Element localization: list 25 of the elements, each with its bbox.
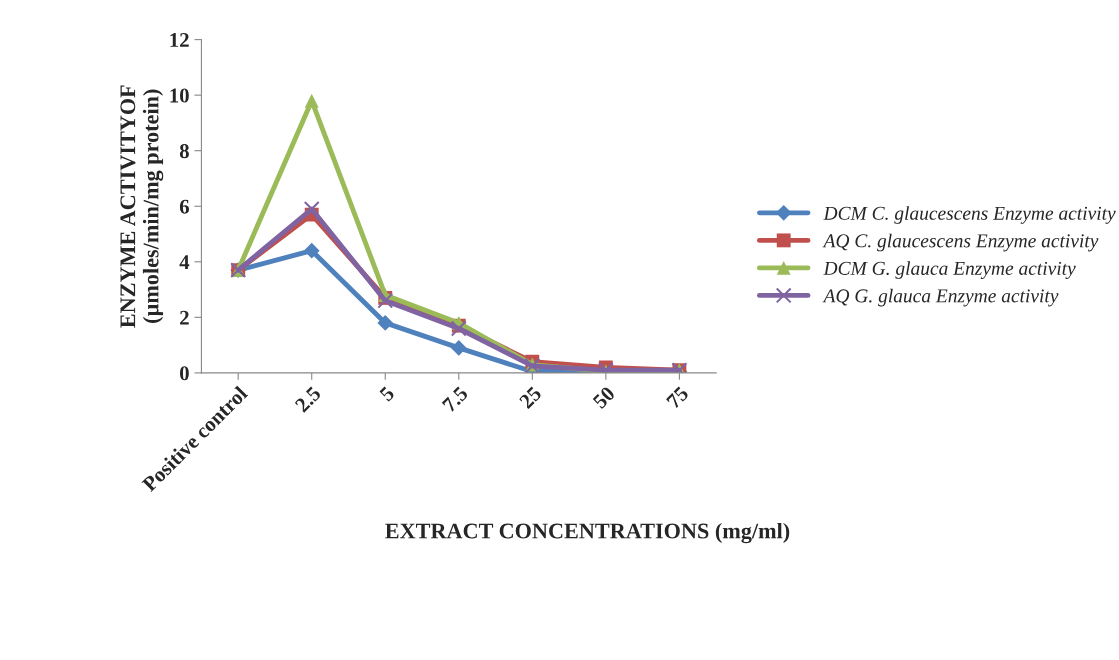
point [377,292,394,309]
legend-label: AQ C. glaucescens Enzyme activity [822,233,1099,252]
x-tick-label: 25 [518,385,543,410]
x-tick-label: 5 [379,385,396,402]
point [303,242,320,259]
y-tick-label: 6 [179,199,190,214]
y-tick-label: 10 [170,88,189,103]
point [304,93,319,108]
y-tick-label: 2 [180,310,189,325]
x-tick-label: 7.5 [441,385,469,413]
x-tick-label: 50 [592,385,616,410]
y-axis-title: ENZYME ACTIVITYOF (µmoles/min/mg protein) [120,85,164,328]
y-tick-label: 12 [170,33,189,47]
point [377,315,394,331]
x-tick-label: 2.5 [294,385,322,413]
point [450,320,467,337]
legend-label: DCM G. glauca Enzyme activity [823,261,1076,279]
x-axis-title: EXTRACT CONCENTRATIONS (mg/ml) [385,522,790,544]
legend-label: DCM C. glaucescens Enzyme activity [823,206,1116,224]
y-tick-label: 4 [179,255,190,270]
point [450,340,467,356]
legend-label: AQ G. glauca Enzyme activity [822,288,1059,307]
y-tick-label: 0 [179,366,189,381]
y-tick-label: 8 [179,144,189,159]
x-tick-label: 75 [666,385,690,409]
